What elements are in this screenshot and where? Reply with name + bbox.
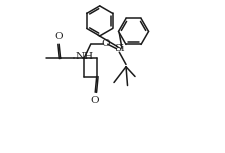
- Text: Si: Si: [114, 44, 124, 53]
- Text: O: O: [55, 32, 63, 41]
- Text: O: O: [101, 39, 110, 48]
- Text: NH: NH: [75, 52, 94, 62]
- Text: O: O: [90, 96, 99, 105]
